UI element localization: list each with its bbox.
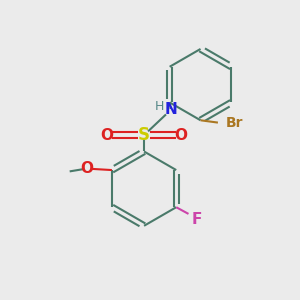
Text: H: H bbox=[155, 100, 164, 113]
Text: Br: Br bbox=[225, 116, 243, 130]
Text: F: F bbox=[192, 212, 202, 226]
Text: O: O bbox=[80, 161, 93, 176]
Text: O: O bbox=[175, 128, 188, 142]
Text: O: O bbox=[100, 128, 113, 142]
Text: S: S bbox=[138, 126, 150, 144]
Text: N: N bbox=[164, 102, 177, 117]
